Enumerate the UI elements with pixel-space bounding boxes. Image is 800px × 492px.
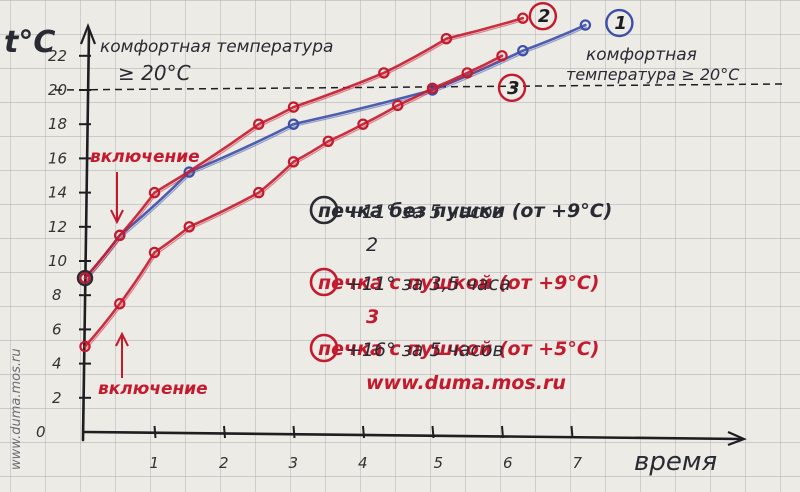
- legend-summary-2: 3: [366, 306, 379, 328]
- annotation-arrowhead-lower: [115, 331, 129, 347]
- x-tick-mark: [431, 425, 435, 439]
- x-tick-mark: [223, 425, 226, 439]
- y-tick-label: 14: [48, 184, 67, 202]
- series-layer: [76, 12, 592, 353]
- y-tick-label: 8: [52, 286, 62, 304]
- data-point-3: [253, 186, 265, 199]
- legend-number-2: печка с пушкой (от +9°C): [318, 272, 599, 294]
- x-tick-label: 7: [573, 454, 583, 472]
- series-line-2: [83, 16, 525, 280]
- data-point-3: [183, 221, 195, 233]
- data-point-1: [579, 19, 592, 31]
- data-point-3: [148, 246, 161, 259]
- data-point-2: [440, 33, 453, 45]
- series-marker-label-1: 1: [614, 13, 627, 34]
- legend-number-1: печка без пушки (от +9°C): [318, 200, 612, 222]
- data-point-2: [517, 12, 529, 24]
- labels-layer: t°C время комфортная температура ≥ 20°C комф…: [4, 1, 740, 477]
- data-point-3: [496, 50, 508, 62]
- series-marker-label-3: 3: [507, 78, 520, 99]
- legend-summary-3: www.duma.mos.ru: [366, 372, 566, 394]
- annotation-on-upper: включение: [90, 147, 200, 167]
- legend-text-3: +16° за 5 часов: [346, 339, 504, 361]
- data-point-3: [114, 298, 126, 310]
- x-tick-mark: [153, 425, 157, 439]
- data-point-3: [357, 118, 369, 130]
- data-point-1: [287, 118, 300, 130]
- comfort-label-right-1: комфортная: [586, 45, 697, 65]
- data-point-3: [461, 67, 473, 79]
- y-tick-label: 18: [48, 115, 67, 133]
- series-marker-label-2: 2: [538, 6, 551, 27]
- legend-number-circle-2: [309, 267, 339, 297]
- legend-text-2: +11° за 3,5 часа: [346, 273, 511, 295]
- data-point-2: [114, 229, 126, 242]
- y-tick-label: 22: [48, 47, 67, 65]
- x-tick-label: 4: [358, 454, 368, 472]
- y-tick-label: 6: [52, 320, 62, 338]
- start-point-9: [76, 269, 94, 287]
- comfort-threshold-line: [54, 83, 783, 91]
- comfort-label-right-2: температура ≥ 20°C: [566, 65, 740, 84]
- data-point-3: [287, 156, 300, 168]
- x-tick-mark: [362, 425, 365, 439]
- x-tick-label: 3: [289, 454, 299, 472]
- x-tick-mark: [570, 425, 574, 439]
- annotation-on-lower: включение: [98, 379, 208, 399]
- y-axis-label: t°C: [4, 25, 55, 60]
- x-axis-line: [83, 430, 744, 441]
- series-marker-circle-3: [497, 73, 527, 103]
- y-tick-label: 10: [48, 252, 67, 270]
- x-tick-label: 5: [434, 454, 444, 472]
- y-tick-label: 0: [36, 423, 46, 441]
- series-line-echo-1: [86, 26, 588, 281]
- data-point-2: [378, 67, 390, 79]
- data-point-2: [148, 186, 161, 199]
- data-point-3: [79, 340, 91, 353]
- y-tick-label: 12: [48, 218, 67, 236]
- data-point-2: [79, 272, 91, 284]
- legend-summary-1: 2: [366, 234, 378, 256]
- legend-number-3: печка с пушкой (от +5°C): [318, 338, 599, 360]
- series-line-echo-2: [86, 19, 525, 281]
- comfort-label-left-2: ≥ 20°C: [118, 61, 191, 85]
- x-tick-mark: [501, 425, 504, 439]
- x-tick-label: 1: [150, 454, 160, 472]
- data-point-2: [253, 118, 265, 130]
- x-tick-label: 2: [219, 454, 229, 472]
- legend-number-circle-1: [309, 195, 339, 225]
- series-marker-circle-1: [605, 8, 634, 38]
- watermark-text: www.duma.mos.ru: [9, 348, 24, 470]
- y-tick-label: 16: [48, 149, 67, 167]
- x-axis-arrow: [727, 430, 747, 447]
- series-marker-circle-2: [528, 1, 558, 31]
- data-point-3: [392, 99, 404, 112]
- y-axis-arrow: [79, 22, 97, 45]
- legend-text-1: +11° за 5 часов: [346, 201, 504, 223]
- legend-number-circle-3: [309, 333, 339, 363]
- y-tick-label: 2: [52, 389, 62, 407]
- series-line-1: [83, 23, 587, 280]
- y-tick-label: 4: [52, 355, 62, 373]
- x-tick-label: 6: [503, 454, 513, 472]
- data-point-1: [183, 166, 195, 178]
- data-point-3: [426, 82, 439, 94]
- data-point-1: [517, 44, 529, 57]
- x-tick-mark: [292, 425, 296, 439]
- comfort-label-left-1: комфортная температура: [100, 37, 333, 57]
- x-axis-label: время: [634, 447, 717, 477]
- data-point-3: [322, 135, 334, 147]
- y-axis-line: [81, 28, 91, 442]
- data-point-2: [287, 101, 300, 113]
- annotation-arrowhead-upper: [110, 209, 124, 225]
